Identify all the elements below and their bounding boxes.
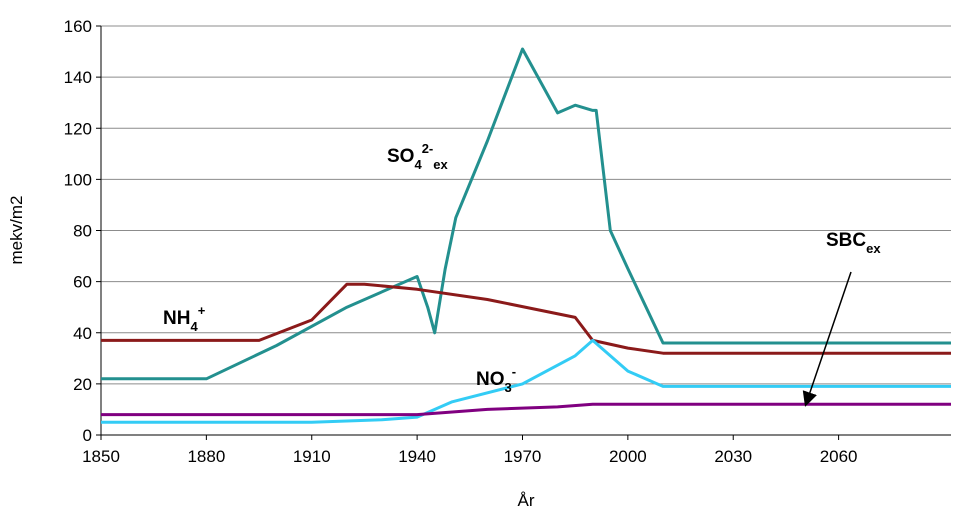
series-label: NH4+ (163, 303, 206, 334)
x-tick-label: 2060 (820, 447, 858, 466)
label-part: ex (433, 157, 448, 172)
y-axis-label: mekv/m2 (7, 196, 26, 265)
y-tick-label: 100 (64, 170, 92, 189)
y-tick-label: 140 (64, 68, 92, 87)
label-part: ex (866, 241, 881, 256)
label-part: 4 (414, 157, 422, 172)
label-part: SO (387, 146, 414, 167)
x-axis-label: År (518, 491, 535, 510)
series-line (101, 47, 951, 381)
series-label: SBCex (826, 230, 881, 256)
x-tick-label: 1970 (504, 447, 542, 466)
label-part: - (512, 364, 516, 379)
label-part: 2- (422, 141, 434, 156)
x-tick-label: 2000 (609, 447, 647, 466)
label-part: 4 (190, 319, 198, 334)
series-line (101, 338, 951, 424)
label-part: + (198, 303, 206, 318)
y-tick-label: 80 (73, 222, 92, 241)
y-tick-label: 160 (64, 17, 92, 36)
series-label: NO3- (476, 364, 516, 395)
label-part: SBC (826, 230, 866, 251)
annotation-arrow (802, 271, 852, 407)
x-tick-label: 1940 (398, 447, 436, 466)
series-label: SO42-ex (387, 141, 448, 172)
y-tick-label: 120 (64, 119, 92, 138)
x-tick-label: 1910 (293, 447, 331, 466)
series-line (101, 402, 951, 417)
x-tick-label: 1850 (82, 447, 120, 466)
y-tick-label: 0 (83, 426, 92, 445)
label-part: 3 (505, 380, 512, 395)
label-part: NH (163, 308, 190, 329)
x-tick-label: 2030 (714, 447, 752, 466)
x-tick-label: 1880 (187, 447, 225, 466)
label-part: NO (476, 369, 505, 390)
y-tick-label: 60 (73, 273, 92, 292)
y-tick-label: 20 (73, 375, 92, 394)
y-tick-label: 40 (73, 324, 92, 343)
series-line (101, 282, 951, 355)
